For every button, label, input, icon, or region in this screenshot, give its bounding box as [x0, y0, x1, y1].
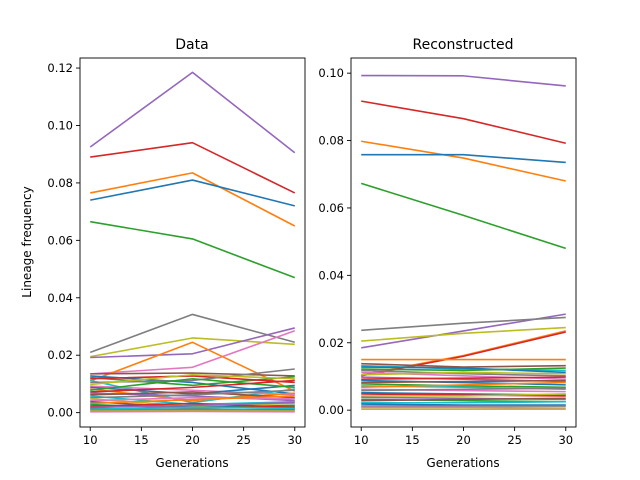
- reconstructed-panel-series-line-28: [361, 393, 566, 397]
- data-panel-series-line-7: [90, 327, 295, 359]
- data-panel-series-line-8: [90, 330, 296, 375]
- data-panel-series-line-17: [90, 385, 295, 396]
- reconstructed-panel-series-line-21: [361, 379, 566, 384]
- data-panel-series-line-21: [90, 379, 295, 393]
- data-panel-ytick-label-5: 0.10: [47, 118, 73, 132]
- reconstructed-panel-series-line-34: [361, 403, 566, 406]
- reconstructed-panel-series-line-22: [361, 383, 566, 389]
- data-panel-series-line-27: [90, 396, 295, 402]
- data-panel-series-line-23: [90, 391, 295, 399]
- data-panel-xlabel: Generations: [155, 456, 228, 470]
- data-panel-series-line-1: [90, 141, 296, 194]
- data-panel-xtick-label-1: 15: [134, 433, 149, 447]
- reconstructed-panel-yticks: 0.00 0.02 0.04 0.06 0.08 0.10: [318, 66, 351, 417]
- reconstructed-panel-xtick-label-4: 30: [558, 433, 573, 447]
- data-panel-series-line-18: [90, 384, 295, 395]
- data-panel-series-line-5: [89, 313, 295, 354]
- data-panel-series-line-26: [90, 398, 295, 408]
- reconstructed-panel-series-line-6: [361, 316, 566, 332]
- data-panel-ytick-label-0: 0.00: [47, 406, 73, 420]
- reconstructed-panel-ytick-label-3: 0.06: [318, 201, 344, 215]
- data-panel-series-line-4: [90, 220, 296, 279]
- data-panel-series-line-29: [90, 395, 295, 405]
- data-panel-ytick-label-2: 0.04: [47, 291, 73, 305]
- reconstructed-panel-series-line-2: [361, 140, 566, 182]
- reconstructed-panel-series-line-4: [360, 182, 567, 250]
- data-panel-series-line-31: [90, 402, 295, 409]
- data-panel-ytick-label-3: 0.06: [47, 233, 73, 247]
- reconstructed-panel-series-line-1: [361, 100, 566, 145]
- data-panel-series-line-13: [90, 375, 295, 384]
- reconstructed-panel-ytick-label-4: 0.08: [318, 134, 344, 148]
- reconstructed-panel-ytick-label-1: 0.02: [318, 336, 344, 350]
- reconstructed-panel-xtick-label-1: 15: [405, 433, 420, 447]
- reconstructed-panel-series-line-29: [361, 393, 566, 397]
- reconstructed-panel-frame: [350, 57, 577, 428]
- reconstructed-panel-xticks: 10 15 20 25 30: [354, 427, 573, 447]
- reconstructed-panel-series-line-19: [361, 376, 566, 380]
- reconstructed-panel-series-line-33: [361, 400, 566, 404]
- data-panel-xticks: 10 15 20 25 30: [83, 427, 302, 447]
- data-panel: Data Generations Lineage frequency 10 15 2…: [20, 37, 306, 470]
- data-panel-yticks: 0.00 0.02 0.04 0.06 0.08 0.10 0.12: [47, 61, 80, 420]
- data-panel-series-line-16: [90, 373, 295, 386]
- reconstructed-panel: Reconstructed Generations 10 15 20 25 30 0.0…: [318, 37, 577, 470]
- reconstructed-panel-xtick-label-0: 10: [354, 433, 369, 447]
- reconstructed-panel-series-line-32: [361, 397, 566, 402]
- data-panel-series-line-32: [90, 401, 295, 409]
- data-panel-ytick-label-4: 0.08: [47, 176, 73, 190]
- reconstructed-panel-series-line-24: [361, 381, 566, 389]
- data-panel-xtick-label-0: 10: [83, 433, 98, 447]
- reconstructed-panel-ytick-label-5: 0.10: [318, 66, 344, 80]
- data-panel-series: [89, 71, 296, 413]
- reconstructed-panel-series-line-3: [361, 153, 566, 164]
- data-panel-title: Data: [175, 37, 208, 53]
- data-panel-series-line-34: [90, 406, 295, 410]
- reconstructed-panel-series-line-17: [361, 371, 566, 376]
- reconstructed-panel-xtick-label-3: 25: [507, 433, 522, 447]
- reconstructed-panel-series-line-15: [361, 369, 566, 377]
- data-panel-series-line-3: [90, 179, 295, 207]
- data-panel-xtick-label-4: 30: [287, 433, 302, 447]
- reconstructed-panel-title: Reconstructed: [413, 37, 514, 53]
- reconstructed-panel-series: [360, 74, 567, 410]
- reconstructed-panel-series-line-11: [361, 362, 566, 368]
- data-panel-series-line-25: [90, 389, 295, 399]
- reconstructed-panel-series-line-36: [361, 406, 566, 409]
- data-panel-series-line-10: [90, 372, 295, 377]
- reconstructed-panel-series-line-26: [361, 387, 566, 392]
- reconstructed-panel-xlabel: Generations: [426, 456, 499, 470]
- data-panel-series-line-0: [89, 71, 296, 154]
- reconstructed-panel-series-line-7: [361, 326, 566, 342]
- reconstructed-panel-ytick-label-0: 0.00: [318, 403, 344, 417]
- reconstructed-panel-xtick-label-2: 20: [456, 433, 471, 447]
- data-panel-xtick-label-2: 20: [185, 433, 200, 447]
- data-panel-series-line-35: [90, 408, 295, 412]
- data-panel-ytick-label-1: 0.02: [47, 348, 73, 362]
- data-panel-ylabel: Lineage frequency: [20, 186, 34, 297]
- reconstructed-panel-series-line-0: [361, 74, 566, 87]
- data-panel-series-line-20: [90, 377, 295, 392]
- reconstructed-panel-series-line-13: [361, 366, 566, 374]
- data-panel-series-line-2: [90, 172, 296, 227]
- data-panel-ytick-label-6: 0.12: [47, 61, 73, 75]
- reconstructed-panel-series-line-14: [361, 367, 566, 372]
- data-panel-xtick-label-3: 25: [236, 433, 251, 447]
- data-panel-frame: [79, 57, 306, 428]
- reconstructed-panel-ytick-label-2: 0.04: [318, 268, 344, 282]
